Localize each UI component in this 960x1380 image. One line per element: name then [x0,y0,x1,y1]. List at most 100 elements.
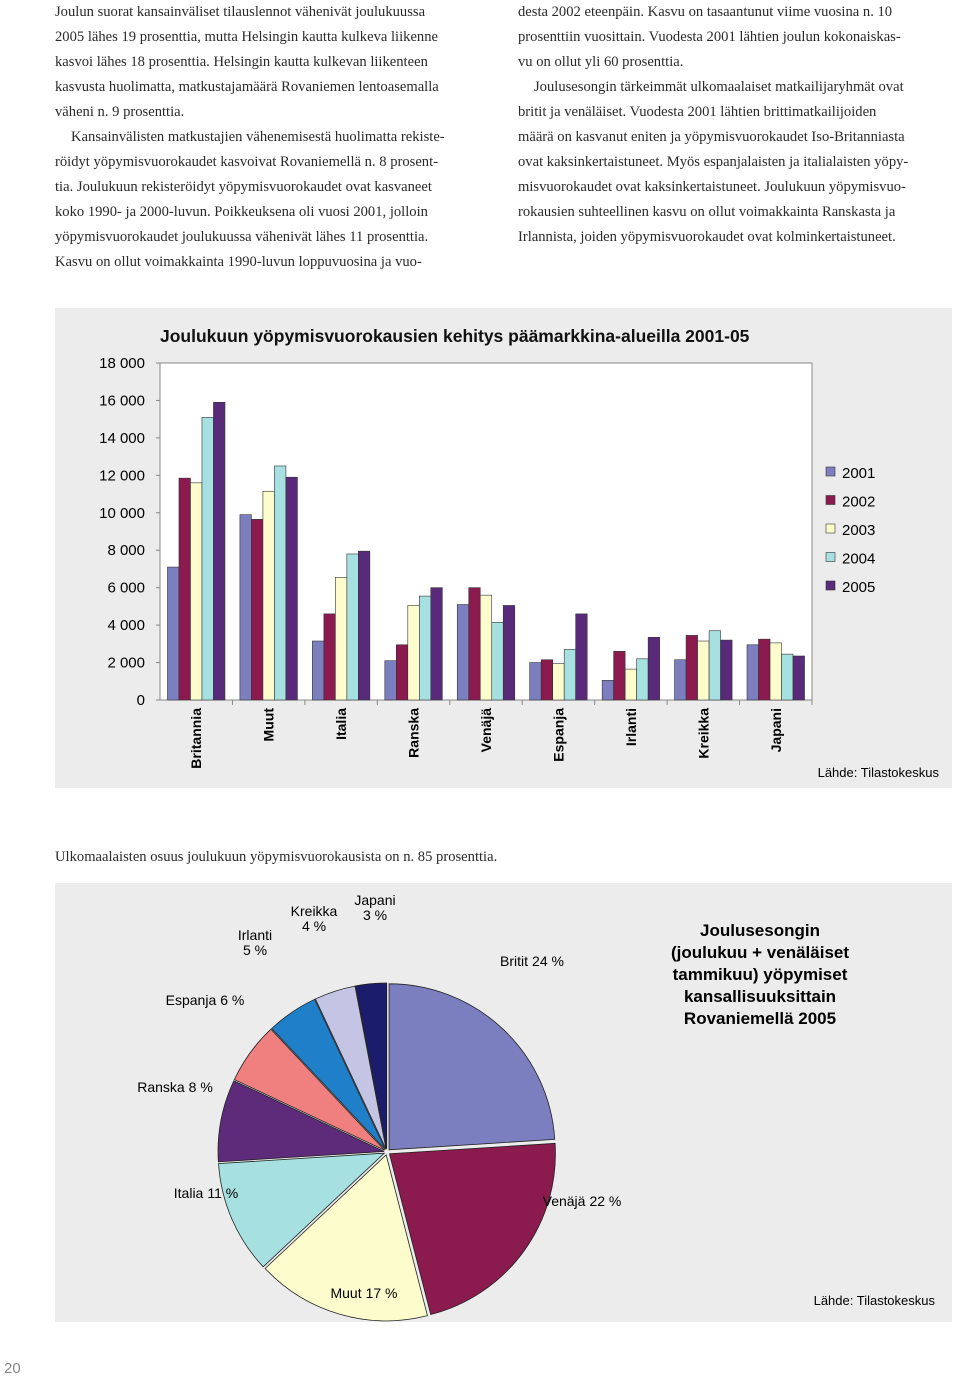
y-tick-label: 18 000 [99,355,145,372]
chart-title: Joulukuun yöpymisvuorokausien kehitys pä… [160,326,750,346]
chart-title: tammikuu) yöpymiset [673,965,848,984]
pie-label-value: 22 % [589,1193,621,1209]
text-line: britit ja venäläiset. Vuodesta 2001 läht… [518,104,877,120]
text-line: Irlannista, joiden yöpymisvuorokaudet ov… [518,229,896,245]
pie-label-name: Kreikka [291,903,338,919]
legend-label: 2002 [842,494,875,511]
pie-label-value: 3 % [363,907,387,923]
pie-label-value: 8 % [189,1079,213,1095]
pie-label: Kreikka 4 % [291,903,338,934]
pie-label-value: 11 % [207,1185,238,1201]
text-line: kasvusta huolimatta, matkustajamäärä Rov… [55,79,439,95]
pie-label-value: 24 % [532,953,564,969]
legend-swatch [825,580,836,591]
x-tick-label: Venäjä [478,708,494,753]
pie-slice [264,1154,428,1322]
text-line: väheni n. 9 prosenttia. [55,104,185,120]
x-tick-label: Britannia [188,708,204,769]
y-tick-label: 8 000 [107,542,145,559]
pie-slice [218,1152,386,1268]
x-tick-label: Irlanti [623,708,639,746]
text-line: rokausien suhteellinen kasvu on ollut vo… [518,204,896,220]
bar [502,605,516,701]
x-tick-label: Kreikka [695,708,711,759]
pie-label: Espanja 6 % [166,992,245,1008]
pie-label: Japani 3 % [354,892,395,923]
pie-slice [388,1142,556,1316]
text-line: röidyt yöpymisvuorokaudet kasvoivat Rova… [55,154,439,170]
pie-chart: Britit 24 % Venäjä 22 % Muut 17 % Italia 11 % Ra… [55,883,952,1322]
text-line: koko 1990- ja 2000-luvun. Poikkeuksena o… [55,204,428,220]
legend-swatch [825,495,836,505]
text-line: Joulusesongin tärkeimmät ulkomaalaiset m… [534,79,904,95]
pie-label-name: Espanja [166,992,217,1008]
y-tick-label: 10 000 [99,505,145,522]
page-number: 20 [4,1360,21,1377]
chart-title: Joulusesongin [700,921,820,940]
pie-slice [355,982,388,1150]
legend-label: 2005 [842,579,875,596]
legend-swatch [825,523,836,534]
chart-title: Rovaniemellä 2005 [684,1009,836,1028]
text-line: vu on ollut yli 60 prosenttia. [518,54,684,70]
chart-title: kansallisuuksittain [684,987,836,1006]
pie-label-value: 6 % [220,992,244,1008]
source: Lähde: Tilastokeskus [818,765,940,780]
pie-label: Ranska 8 % [137,1079,213,1095]
text-line: desta 2002 eteenpäin. Kasvu on tasaantun… [518,4,893,20]
text-line: prosenttiin vuosittain. Vuodesta 2001 lä… [518,29,901,45]
text-line: kasvoi lähes 18 prosenttia. Helsingin ka… [55,54,428,70]
y-tick-label: 6 000 [107,580,145,597]
y-tick-label: 4 000 [107,617,145,634]
x-tick-label: Muut [261,708,277,742]
pie-label: Italia 11 % [174,1185,238,1201]
pie-label-name: Britit [500,953,528,969]
bar [358,550,371,701]
pie-slice [233,1028,385,1151]
chart-title: (joulukuu + venäläiset [671,943,849,962]
bar [285,476,298,701]
pie-slice [388,983,556,1151]
bar [575,613,588,701]
x-tick-label: Ranska [406,708,422,758]
y-tick-label: 2 000 [107,655,145,672]
pie-slice [271,998,386,1150]
pie-label: Venäjä 22 % [543,1193,622,1209]
x-tick-label: Italia [333,708,349,740]
pie-label: Irlanti 5 % [238,927,272,958]
text-line: misvuorokaudet ovat kaksinkertaistuneet.… [518,179,906,195]
pie-label-value: 4 % [302,918,326,934]
legend-label: 2004 [842,551,875,568]
text-line: 2005 lähes 19 prosenttia, mutta Helsingi… [55,29,439,45]
bar [792,655,805,701]
pie-label-name: Ranska [137,1079,185,1095]
text-line: yöpymisvuorokaudet joulukuussa vähenivät… [55,229,429,245]
bar [720,639,733,701]
text-line: ovat kaksinkertaistuneet. Myös espanjala… [518,154,909,170]
pie-label-name: Japani [354,892,395,908]
pie-label-name: Muut [330,1285,361,1301]
pie-slice [314,985,387,1150]
pie-label-value: 5 % [243,942,267,958]
bar-chart: Joulukuun yöpymisvuorokausien kehitys pä… [55,308,952,788]
bar [213,402,226,701]
x-tick-label: Japani [768,708,784,752]
caption: Ulkomaalaisten osuus joulukuun yöpymisvu… [55,849,498,865]
legend-label: 2001 [842,465,875,482]
y-tick-label: 16 000 [99,392,145,409]
legend-swatch [825,552,836,562]
pie-label-value: 17 % [366,1285,398,1301]
legend-swatch [825,466,836,477]
text-line: tia. Joulukuun rekisteröidyt yöpymisvuor… [55,179,432,195]
legend-label: 2003 [842,522,875,539]
bar [430,587,443,701]
source: Lähde: Tilastokeskus [814,1293,936,1308]
pie-label: Britit 24 % [500,953,564,969]
y-tick-label: 12 000 [99,467,145,484]
pie-label-name: Italia [174,1185,204,1201]
text-line: Kasvu on ollut voimakkainta 1990-luvun l… [55,254,422,270]
x-tick-label: Espanja [550,708,566,762]
pie-label: Muut 17 % [330,1285,397,1301]
text-line: Joulun suorat kansainväliset tilauslenno… [55,4,426,20]
